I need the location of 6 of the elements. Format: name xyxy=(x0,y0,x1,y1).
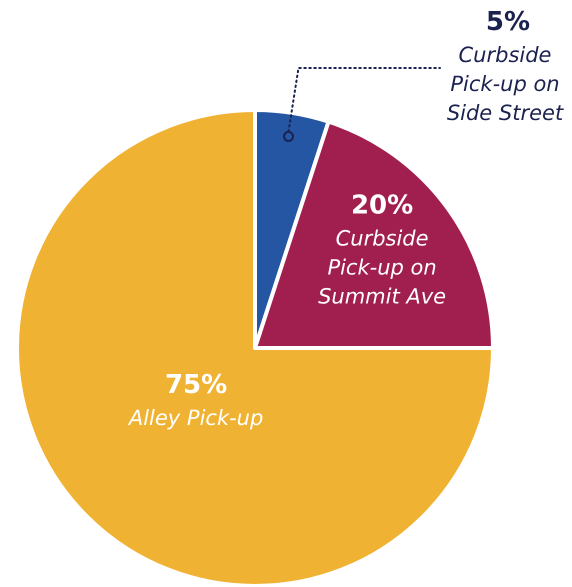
slice-label: Curbside Pick-up on Summit Ave xyxy=(318,226,446,309)
data-label: 20% xyxy=(350,190,414,221)
slice-label: Curbside Pick-up on Side Street xyxy=(446,43,564,125)
slice-label: Alley Pick-up xyxy=(126,406,264,430)
data-label: 5% xyxy=(486,7,530,37)
data-label: 75% xyxy=(164,370,228,400)
